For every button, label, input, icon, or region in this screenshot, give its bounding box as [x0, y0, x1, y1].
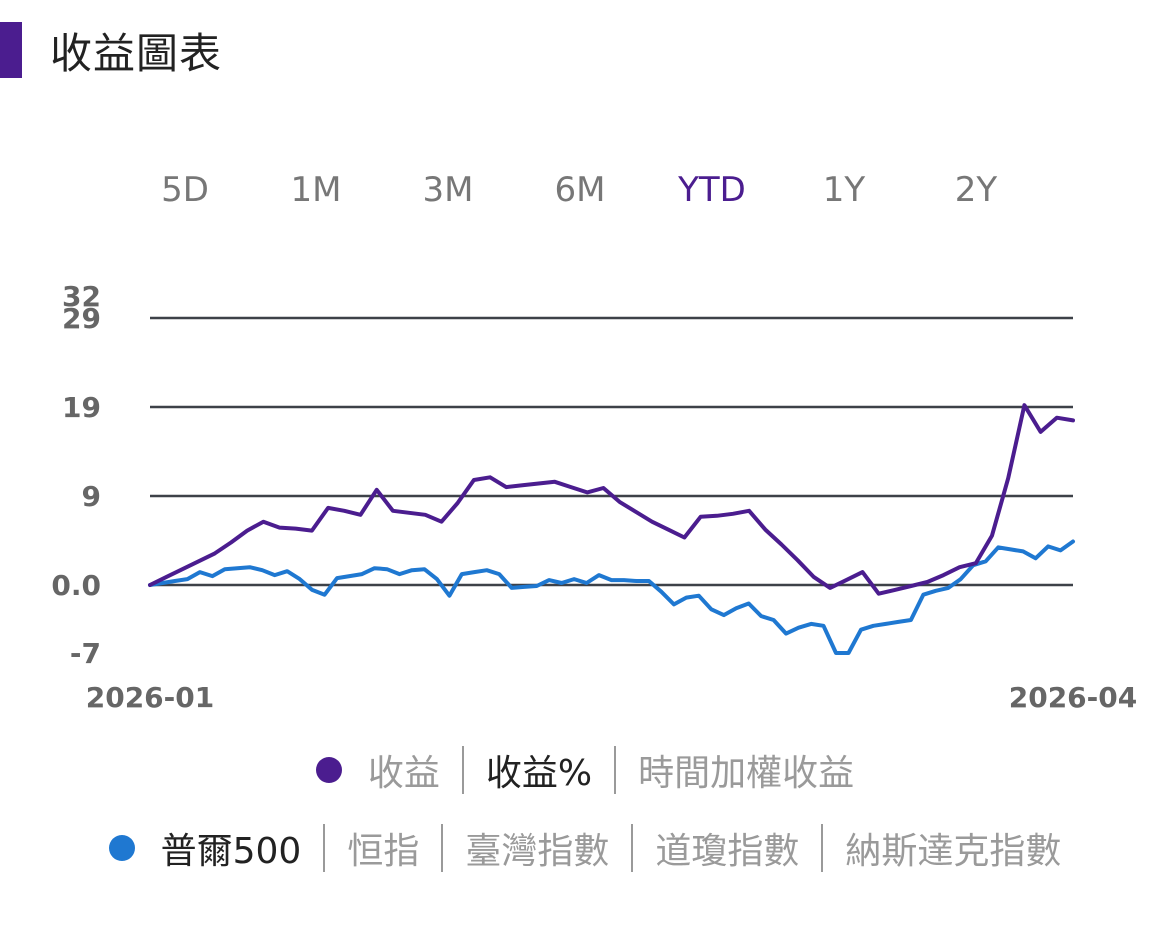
tab-ytd[interactable]: YTD	[678, 170, 746, 210]
y-tick-label: 19	[62, 391, 101, 424]
chart-header: 收益圖表	[0, 22, 222, 78]
tab-2y[interactable]: 2Y	[954, 170, 998, 210]
legend-divider	[631, 824, 634, 872]
metric-option-return[interactable]: 收益	[367, 753, 440, 794]
page-title: 收益圖表	[50, 28, 223, 78]
legend-divider	[461, 746, 464, 794]
metric-option-return-pct[interactable]: 收益%	[485, 753, 593, 794]
tab-1m[interactable]: 1M	[290, 170, 342, 210]
y-tick-label: -7	[70, 637, 101, 670]
legend-divider	[614, 746, 617, 794]
tab-3m[interactable]: 3M	[422, 170, 474, 210]
metric-color-dot	[315, 757, 342, 783]
x-start-label: 2026-01	[86, 681, 215, 714]
legend-divider	[821, 824, 824, 872]
portfolio-return-series-line	[148, 403, 1075, 596]
y-tick-label: 0.0	[51, 569, 101, 602]
benchmark-legend: 普爾500 恒指 臺灣指數 道瓊指數 納斯達克指數	[0, 818, 1170, 878]
metric-legend: 收益 收益% 時間加權收益	[0, 740, 1170, 800]
tab-5d[interactable]: 5D	[161, 170, 209, 210]
x-end-label: 2026-04	[1009, 681, 1138, 714]
y-tick-label: 32	[62, 280, 101, 313]
benchmark-option-dow[interactable]: 道瓊指數	[655, 831, 800, 872]
y-tick-label: 9	[82, 480, 101, 513]
legend-divider	[441, 824, 444, 872]
metric-option-time-weighted[interactable]: 時間加權收益	[638, 753, 855, 794]
tab-1y[interactable]: 1Y	[822, 170, 866, 210]
y-tick-label: 29	[62, 302, 101, 335]
header-accent-bar	[0, 22, 22, 78]
tab-6m[interactable]: 6M	[554, 170, 606, 210]
benchmark-option-hsi[interactable]: 恒指	[347, 831, 420, 872]
benchmark-color-dot	[108, 835, 135, 861]
sp500-series-line	[148, 539, 1075, 655]
period-tabs: 5D 1M 3M 6M YTD 1Y 2Y	[120, 170, 1040, 222]
benchmark-option-nasdaq[interactable]: 納斯達克指數	[845, 831, 1062, 872]
legend-divider	[323, 824, 326, 872]
benchmark-option-taiwan[interactable]: 臺灣指數	[465, 831, 610, 872]
benchmark-option-sp500[interactable]: 普爾500	[160, 831, 302, 872]
